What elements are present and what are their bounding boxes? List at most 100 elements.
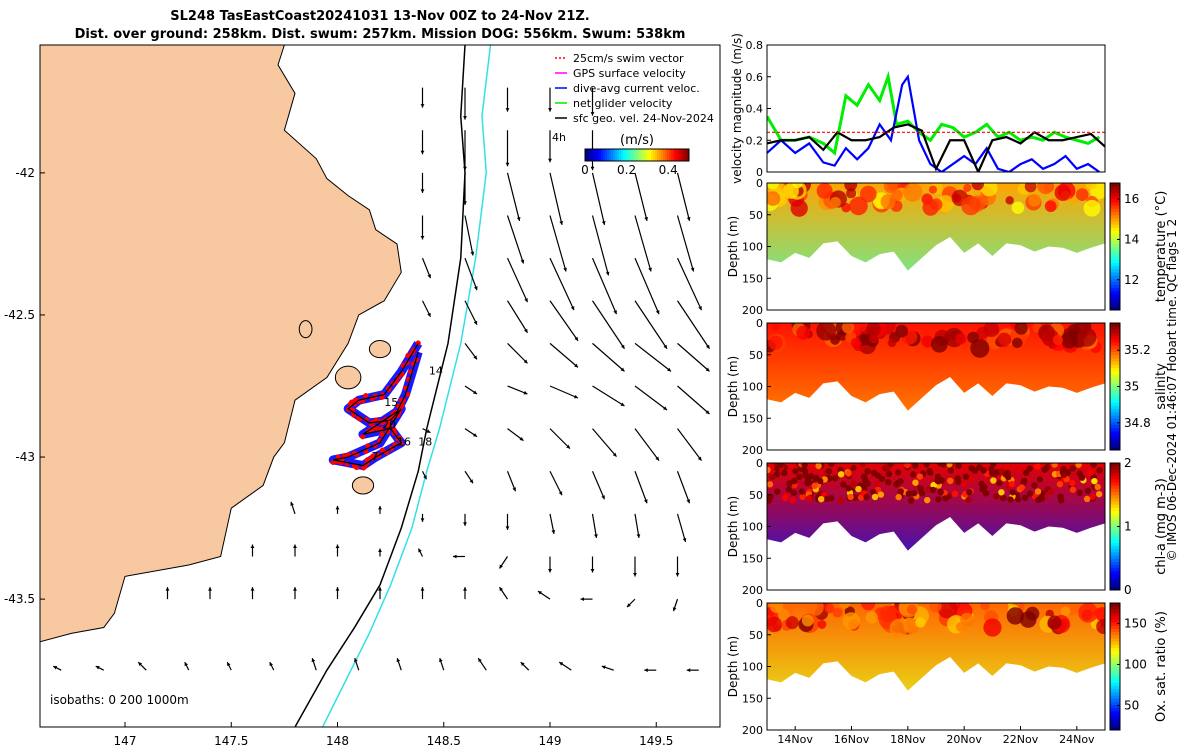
speed-colorbar-cell [633, 149, 636, 161]
section-sample [1078, 603, 1099, 623]
geo-velocity-arrowhead [636, 534, 641, 538]
section-sample [1028, 193, 1041, 207]
geo-velocity-vector [677, 428, 702, 461]
section-sample [930, 198, 943, 211]
section-sample [850, 480, 857, 487]
section-colorbar-cell [1110, 507, 1120, 512]
section-colorbar-cell [1110, 243, 1120, 247]
section-sample [1006, 607, 1025, 625]
section-sample [785, 616, 799, 630]
section-sample [767, 616, 782, 633]
geo-velocity-arrowhead [505, 162, 510, 167]
time-x-tick-label: 20Nov [946, 733, 982, 746]
geo-velocity-vector [549, 300, 579, 342]
speed-colorbar-cell [591, 149, 594, 161]
section-colorbar-tick-label: 34.8 [1124, 416, 1151, 430]
geo-velocity-arrowhead [548, 158, 552, 163]
section-sample [864, 468, 871, 475]
section-sample [1058, 497, 1065, 504]
section-sample [904, 463, 911, 469]
geo-velocity-arrowhead [512, 487, 516, 492]
section-colorbar-cell [1110, 338, 1120, 343]
section-sample [905, 490, 913, 497]
section-sample [990, 463, 997, 467]
section-sample [1091, 477, 1098, 485]
geo-velocity-vector [677, 300, 710, 350]
speed-colorbar-cell [589, 149, 592, 161]
section-sample [825, 467, 833, 475]
section-sample [868, 334, 878, 344]
geo-velocity-vector [634, 428, 660, 461]
section-sample [970, 338, 990, 358]
speed-colorbar-tick-label: 0.2 [617, 163, 636, 177]
section-colorbar-cell [1110, 710, 1120, 715]
speed-colorbar-cell [653, 149, 656, 161]
section-colorbar-cell [1110, 558, 1120, 562]
section-colorbar-cell [1110, 529, 1120, 534]
speed-colorbar-cell [659, 149, 662, 161]
section-sample [1005, 196, 1014, 205]
geo-velocity-arrowhead [682, 537, 687, 542]
geo-velocity-arrowhead [473, 390, 477, 394]
section-sample [1084, 487, 1091, 495]
geo-velocity-vector [676, 172, 691, 222]
section-colorbar-cell [1110, 570, 1120, 575]
section-colorbar-cell [1110, 402, 1120, 407]
section-y-tick-label: 200 [742, 724, 763, 737]
section-sample [871, 493, 879, 501]
section-colorbar-cell [1110, 485, 1120, 489]
section-colorbar-cell [1110, 463, 1120, 467]
section-y-tick-label: 50 [749, 629, 763, 642]
track-day-label: 18 [418, 436, 432, 449]
section-sample [801, 614, 814, 627]
geo-velocity-arrowhead [473, 355, 477, 360]
speed-colorbar-title: (m/s) [620, 133, 654, 148]
speed-colorbar-cell [663, 149, 666, 161]
section-y-tick-label: 100 [742, 241, 763, 254]
section-sample [1083, 495, 1091, 503]
section-sample [990, 477, 997, 484]
time-x-tick-label: 24Nov [1059, 733, 1095, 746]
section-colorbar-cell [1110, 427, 1120, 432]
track-day-label: 14 [429, 365, 443, 378]
section-y-tick-label: 150 [742, 272, 763, 285]
section-sample [1094, 483, 1101, 491]
geo-velocity-arrowhead [655, 310, 660, 315]
section-sample [955, 478, 962, 486]
speed-colorbar-cell [647, 149, 650, 161]
section-colorbar-cell [1110, 475, 1120, 480]
section-sample [1009, 489, 1016, 496]
section-colorbar-cell [1110, 679, 1120, 683]
geo-velocity-arrowhead [620, 402, 625, 406]
geo-velocity-vector [506, 471, 517, 492]
section-sample [1043, 464, 1050, 472]
section-colorbar-cell [1110, 612, 1120, 617]
section-colorbar-cell [1110, 580, 1120, 585]
geo-velocity-arrowhead [463, 116, 467, 120]
section-y-tick-label: 0 [756, 317, 763, 330]
section-colorbar-frame [1109, 182, 1121, 311]
section-colorbar-cell [1110, 526, 1120, 531]
geo-velocity-arrowhead [520, 259, 525, 264]
section-sample [1078, 474, 1086, 481]
velocity-y-tick-label: 0.8 [746, 39, 764, 52]
geo-velocity-arrowhead [523, 359, 528, 364]
section-sample [929, 603, 942, 613]
map-x-tick-label: 149 [539, 734, 562, 748]
section-y-label: Depth (m) [726, 496, 740, 557]
speed-colorbar-cell [615, 149, 618, 161]
section-colorbar-cell [1110, 545, 1120, 550]
section-sample [993, 493, 1000, 500]
section-plot-area-salinity-section [767, 323, 1105, 411]
section-colorbar-cell [1110, 539, 1120, 543]
speed-colorbar-cell [681, 149, 684, 161]
section-colorbar-frame [1109, 602, 1121, 731]
time-x-tick-label: 14Nov [777, 733, 813, 746]
section-colorbar-cell [1110, 666, 1120, 671]
section-colorbar-cell [1110, 647, 1120, 652]
geo-velocity-vector [634, 257, 660, 315]
section-y-tick-label: 200 [742, 584, 763, 597]
geo-velocity-vector [592, 385, 625, 407]
